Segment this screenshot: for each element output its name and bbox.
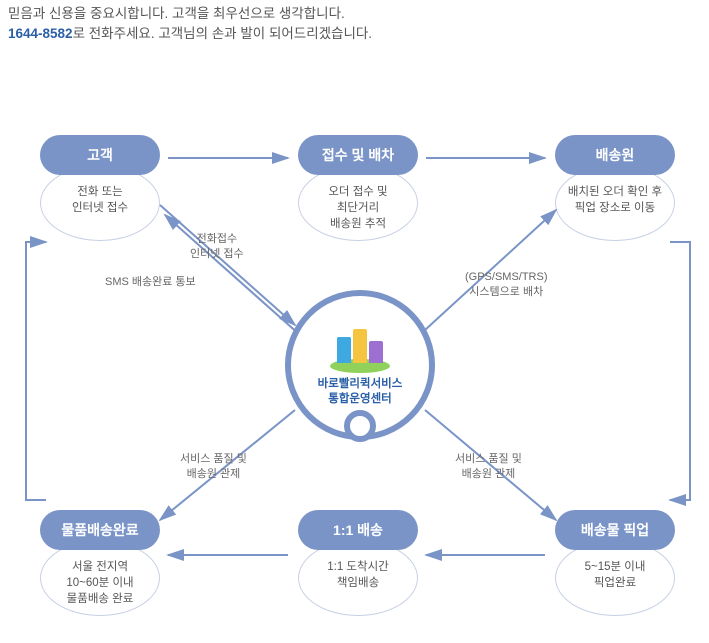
center-hub: 바로빨리퀵서비스 통합운영센터 xyxy=(285,290,435,440)
node-pickup-title: 배송물 픽업 xyxy=(555,510,675,550)
node-delivery-desc: 1:1 도착시간책임배송 xyxy=(298,540,418,616)
node-dispatch-title: 접수 및 배차 xyxy=(298,135,418,175)
node-customer: 고객 전화 또는인터넷 접수 xyxy=(40,135,160,241)
annot-gps-dispatch: (GPS/SMS/TRS)시스템으로 배차 xyxy=(465,270,548,300)
node-courier-title: 배송원 xyxy=(555,135,675,175)
annot-phone-internet: 전화접수인터넷 접수 xyxy=(190,232,244,262)
node-complete-desc: 서울 전지역10~60분 이내물품배송 완료 xyxy=(40,540,160,616)
node-complete: 물품배송완료 서울 전지역10~60분 이내물품배송 완료 xyxy=(40,510,160,616)
arrow-n3-n4 xyxy=(670,242,690,500)
center-label: 바로빨리퀵서비스 통합운영센터 xyxy=(318,377,403,407)
node-complete-title: 물품배송완료 xyxy=(40,510,160,550)
center-label-line2: 통합운영센터 xyxy=(328,393,391,405)
process-diagram: 고객 전화 또는인터넷 접수 접수 및 배차 오더 접수 및최단거리배송원 추적… xyxy=(0,80,709,640)
node-courier: 배송원 배치된 오더 확인 후픽업 장소로 이동 xyxy=(555,135,675,241)
arrow-n1-center-a xyxy=(160,205,295,325)
node-delivery: 1:1 배송 1:1 도착시간책임배송 xyxy=(298,510,418,616)
node-customer-title: 고객 xyxy=(40,135,160,175)
center-label-line1: 바로빨리퀵서비스 xyxy=(318,378,403,390)
arrow-n6-n1 xyxy=(26,242,46,500)
header-line1: 믿음과 신용을 중요시합니다. 고객을 최우선으로 생각합니다. xyxy=(8,4,701,24)
annot-quality-left: 서비스 품질 및배송원 관제 xyxy=(180,452,247,482)
node-dispatch-desc: 오더 접수 및최단거리배송원 추적 xyxy=(298,165,418,241)
header-line2: 1644-8582로 전화주세요. 고객님의 손과 발이 되어드리겠습니다. xyxy=(8,24,701,44)
annot-sms-complete: SMS 배송완료 통보 xyxy=(105,275,196,290)
node-pickup-desc: 5~15분 이내픽업완료 xyxy=(555,540,675,616)
node-pickup: 배송물 픽업 5~15분 이내픽업완료 xyxy=(555,510,675,616)
node-dispatch: 접수 및 배차 오더 접수 및최단거리배송원 추적 xyxy=(298,135,418,241)
node-delivery-title: 1:1 배송 xyxy=(298,510,418,550)
center-illustration-icon xyxy=(325,323,395,373)
phone-number: 1644-8582 xyxy=(8,26,73,41)
annot-quality-right: 서비스 품질 및배송원 관제 xyxy=(455,452,522,482)
header-block: 믿음과 신용을 중요시합니다. 고객을 최우선으로 생각합니다. 1644-85… xyxy=(0,0,709,45)
header-line2-rest: 로 전화주세요. 고객님의 손과 발이 되어드리겠습니다. xyxy=(73,26,373,41)
node-courier-desc: 배치된 오더 확인 후픽업 장소로 이동 xyxy=(555,165,675,241)
node-customer-desc: 전화 또는인터넷 접수 xyxy=(40,165,160,241)
